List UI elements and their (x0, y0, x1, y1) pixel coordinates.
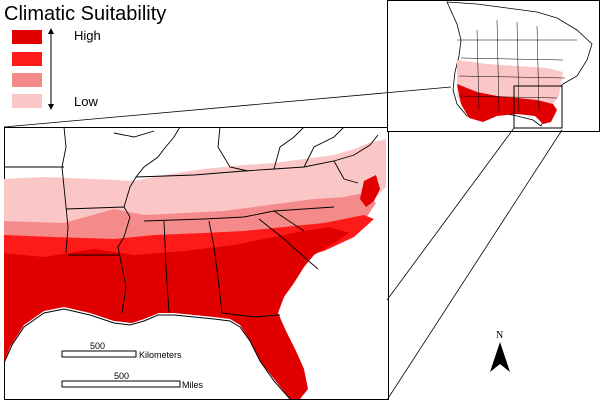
inset-suitability-high (457, 84, 557, 124)
legend-high-label: High (74, 28, 101, 43)
coastline (4, 308, 291, 400)
legend-swatch-mid-low (12, 73, 42, 87)
scalebar-mi: 500 Miles (61, 371, 204, 390)
inset-boundaries (457, 19, 577, 113)
scalebar-mi-unit: Miles (182, 380, 204, 390)
suitability-band-high (4, 227, 349, 399)
state-boundaries (4, 127, 379, 318)
inset-map (387, 0, 600, 132)
legend-swatch-high (12, 30, 42, 44)
main-map: 500 Kilometers 500 Miles (4, 127, 389, 400)
scalebar-km-unit: Kilometers (139, 350, 182, 360)
scalebar-mi-value: 500 (114, 371, 129, 381)
legend-swatch-mid-high (12, 52, 42, 66)
scalebar-km: 500 Kilometers (61, 341, 182, 360)
legend-low-label: Low (74, 94, 98, 109)
scalebar-km-value: 500 (90, 341, 105, 351)
suitability-band-coast-high (360, 175, 380, 207)
legend-title: Climatic Suitability (4, 3, 167, 25)
inset-extent-box (513, 85, 563, 129)
